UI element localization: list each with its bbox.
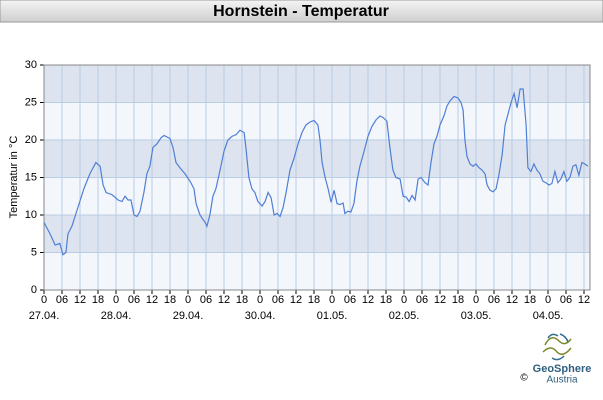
- plot-frame: [43, 64, 591, 291]
- y-tick-label: 25: [25, 96, 37, 108]
- x-tick-label: 18: [164, 294, 176, 306]
- y-tick-label: 10: [25, 209, 37, 221]
- band: [44, 177, 590, 215]
- x-tick-label: 0: [401, 294, 407, 306]
- band: [44, 65, 590, 103]
- logo-sub: Austria: [546, 375, 578, 386]
- x-tick-label: 12: [218, 294, 230, 306]
- x-tick-label: 12: [434, 294, 446, 306]
- x-tick-label: 06: [560, 294, 572, 306]
- y-tick-label: 5: [31, 246, 37, 258]
- y-tick-label: 15: [25, 171, 37, 183]
- date-label: 27.04.: [29, 310, 60, 322]
- x-tick-label: 06: [344, 294, 356, 306]
- date-label: 04.05.: [533, 310, 564, 322]
- logo: GeoSphere Austria ©: [520, 333, 592, 386]
- logo-icon: [542, 333, 572, 361]
- band: [44, 102, 590, 140]
- x-tick-label: 18: [236, 294, 248, 306]
- x-tick-label: 0: [473, 294, 479, 306]
- band: [44, 140, 590, 178]
- x-tick-label: 18: [92, 294, 104, 306]
- x-tick-label: 0: [545, 294, 551, 306]
- x-tick-label: 0: [257, 294, 263, 306]
- x-tick-label: 12: [146, 294, 158, 306]
- x-tick-label: 06: [416, 294, 428, 306]
- plot-area: 0 06 12 18 0 06 12 18 0 06 12 18 0 06 12 18 0 06 12 18 0 06 12…: [25, 59, 591, 322]
- band: [44, 215, 590, 253]
- logo-name: GeoSphere: [533, 363, 592, 375]
- x-tick-label: 0: [113, 294, 119, 306]
- date-label: 02.05.: [389, 310, 420, 322]
- y-tick-label: 20: [25, 134, 37, 146]
- y-tick-label: 30: [25, 59, 37, 71]
- x-tick-label: 06: [272, 294, 284, 306]
- x-tick-label: 18: [452, 294, 464, 306]
- x-tick-label: 06: [128, 294, 140, 306]
- x-tick-label: 0: [41, 294, 47, 306]
- header-bar: [0, 0, 603, 23]
- x-tick-label: 0: [329, 294, 335, 306]
- date-label: 01.05.: [317, 310, 348, 322]
- x-tick-label: 12: [362, 294, 374, 306]
- x-tick-label: 12: [506, 294, 518, 306]
- x-tick-label: 06: [488, 294, 500, 306]
- x-tick-label: 12: [578, 294, 590, 306]
- x-tick-label: 18: [308, 294, 320, 306]
- y-axis-label: Temperatur in °C: [8, 136, 20, 219]
- chart-title: Hornstein - Temperatur: [213, 3, 389, 20]
- band: [44, 252, 590, 290]
- date-label: 28.04.: [101, 310, 132, 322]
- y-tick-label: 0: [31, 284, 37, 296]
- x-tick-label: 06: [56, 294, 68, 306]
- date-label: 03.05.: [461, 310, 492, 322]
- x-tick-label: 12: [290, 294, 302, 306]
- x-tick-label: 18: [380, 294, 392, 306]
- x-tick-label: 12: [74, 294, 86, 306]
- date-label: 29.04.: [173, 310, 204, 322]
- x-tick-label: 06: [200, 294, 212, 306]
- copyright: ©: [520, 373, 528, 384]
- date-label: 30.04.: [245, 310, 276, 322]
- temperature-line: [43, 88, 589, 256]
- x-tick-label: 0: [185, 294, 191, 306]
- x-tick-label: 18: [524, 294, 536, 306]
